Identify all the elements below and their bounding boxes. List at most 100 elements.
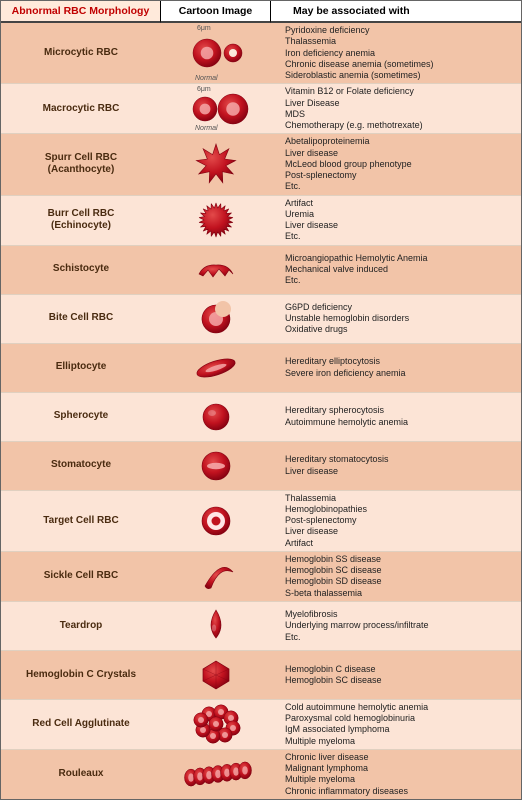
cartoon-image bbox=[161, 700, 271, 749]
cartoon-image bbox=[161, 750, 271, 799]
association-item: Etc. bbox=[285, 275, 301, 286]
association-item: Hemoglobin C disease bbox=[285, 664, 376, 675]
association-item: Post-splenectomy bbox=[285, 515, 357, 526]
associations: AbetalipoproteinemiaLiver diseaseMcLeod … bbox=[271, 134, 521, 194]
cartoon-image bbox=[161, 246, 271, 294]
cartoon-image bbox=[161, 393, 271, 441]
table-row: Red Cell AgglutinateCold autoimmune hemo… bbox=[1, 700, 521, 750]
association-item: MDS bbox=[285, 109, 305, 120]
table-row: Rouleaux Chronic liver diseaseMalignant l… bbox=[1, 750, 521, 799]
morphology-name: Stomatocyte bbox=[1, 442, 161, 490]
table-row: SpherocyteHereditary spherocytosisAutoim… bbox=[1, 393, 521, 442]
table-row: Hemoglobin C Crystals Hemoglobin C diseas… bbox=[1, 651, 521, 700]
association-item: Multiple myeloma bbox=[285, 774, 355, 785]
morphology-name: Target Cell RBC bbox=[1, 491, 161, 551]
morphology-name: Burr Cell RBC(Echinocyte) bbox=[1, 196, 161, 245]
table-row: Sickle Cell RBCHemoglobin SS diseaseHemo… bbox=[1, 552, 521, 602]
morphology-name: Schistocyte bbox=[1, 246, 161, 294]
associations: Microangiopathic Hemolytic AnemiaMechani… bbox=[271, 246, 521, 294]
cartoon-image bbox=[161, 134, 271, 194]
association-item: Uremia bbox=[285, 209, 314, 220]
morphology-name: Spurr Cell RBC(Acanthocyte) bbox=[1, 134, 161, 194]
table-row: Target Cell RBC ThalassemiaHemoglobinopat… bbox=[1, 491, 521, 552]
association-item: Mechanical valve induced bbox=[285, 264, 388, 275]
table-body: Microcytic RBC 6μm Normal Pyridoxine defici… bbox=[1, 23, 521, 799]
header-assoc: May be associated with bbox=[271, 1, 521, 23]
morphology-name: Bite Cell RBC bbox=[1, 295, 161, 343]
morphology-name: Microcytic RBC bbox=[1, 23, 161, 83]
association-item: Chronic disease anemia (sometimes) bbox=[285, 59, 434, 70]
association-item: Liver disease bbox=[285, 148, 338, 159]
association-item: Vitamin B12 or Folate deficiency bbox=[285, 86, 414, 97]
table-row: Elliptocyte Hereditary elliptocytosisSeve… bbox=[1, 344, 521, 393]
cartoon-image bbox=[161, 602, 271, 650]
association-item: Paroxysmal cold hemoglobinuria bbox=[285, 713, 415, 724]
associations: MyelofibrosisUnderlying marrow process/i… bbox=[271, 602, 521, 650]
table-row: Bite Cell RBC G6PD deficiencyUnstable hem… bbox=[1, 295, 521, 344]
table-row: Schistocyte Microangiopathic Hemolytic An… bbox=[1, 246, 521, 295]
scale-label: 6μm bbox=[197, 86, 211, 93]
association-item: Liver Disease bbox=[285, 98, 340, 109]
header-name: Abnormal RBC Morphology bbox=[1, 1, 161, 23]
association-item: Liver disease bbox=[285, 466, 338, 477]
association-item: Malignant lymphoma bbox=[285, 763, 368, 774]
association-item: S-beta thalassemia bbox=[285, 588, 362, 599]
association-item: Chronic inflammatory diseases bbox=[285, 786, 408, 797]
association-item: Hemoglobin SC disease bbox=[285, 675, 382, 686]
association-item: Etc. bbox=[285, 231, 301, 242]
table-header: Abnormal RBC Morphology Cartoon Image Ma… bbox=[1, 1, 521, 23]
associations: Chronic liver diseaseMalignant lymphomaM… bbox=[271, 750, 521, 799]
association-item: Hemoglobin SD disease bbox=[285, 576, 382, 587]
association-item: Etc. bbox=[285, 632, 301, 643]
association-item: Hemoglobin SS disease bbox=[285, 554, 381, 565]
association-item: Pyridoxine deficiency bbox=[285, 25, 370, 36]
association-item: Myelofibrosis bbox=[285, 609, 338, 620]
scale-label: 6μm bbox=[197, 25, 211, 32]
association-item: Hereditary stomatocytosis bbox=[285, 454, 389, 465]
cartoon-image bbox=[161, 491, 271, 551]
table-row: Macrocytic RBC 6μm Normal Vitamin B12 or Fo… bbox=[1, 84, 521, 134]
morphology-name: Rouleaux bbox=[1, 750, 161, 799]
association-item: Underlying marrow process/infiltrate bbox=[285, 620, 429, 631]
association-item: Hereditary elliptocytosis bbox=[285, 356, 380, 367]
association-item: Multiple myeloma bbox=[285, 736, 355, 747]
morphology-name: Macrocytic RBC bbox=[1, 84, 161, 133]
normal-label: Normal bbox=[195, 125, 218, 132]
rbc-morphology-table: Abnormal RBC Morphology Cartoon Image Ma… bbox=[0, 0, 522, 800]
association-item: Iron deficiency anemia bbox=[285, 48, 375, 59]
normal-label: Normal bbox=[195, 75, 218, 82]
morphology-name: Elliptocyte bbox=[1, 344, 161, 392]
morphology-name: Hemoglobin C Crystals bbox=[1, 651, 161, 699]
associations: Hemoglobin C diseaseHemoglobin SC diseas… bbox=[271, 651, 521, 699]
table-row: Stomatocyte Hereditary stomatocytosisLive… bbox=[1, 442, 521, 491]
cartoon-image bbox=[161, 552, 271, 601]
association-item: Oxidative drugs bbox=[285, 324, 348, 335]
cartoon-image bbox=[161, 295, 271, 343]
associations: G6PD deficiencyUnstable hemoglobin disor… bbox=[271, 295, 521, 343]
cartoon-image bbox=[161, 442, 271, 490]
cartoon-image bbox=[161, 196, 271, 245]
association-item: Liver disease bbox=[285, 220, 338, 231]
table-row: Microcytic RBC 6μm Normal Pyridoxine defici… bbox=[1, 23, 521, 84]
cartoon-image bbox=[161, 344, 271, 392]
association-item: Abetalipoproteinemia bbox=[285, 136, 370, 147]
association-item: Sideroblastic anemia (sometimes) bbox=[285, 70, 421, 81]
associations: ThalassemiaHemoglobinopathiesPost-splene… bbox=[271, 491, 521, 551]
cartoon-image: 6μm Normal bbox=[161, 23, 271, 83]
association-item: Unstable hemoglobin disorders bbox=[285, 313, 409, 324]
associations: Hereditary elliptocytosisSevere iron def… bbox=[271, 344, 521, 392]
association-item: IgM associated lymphoma bbox=[285, 724, 390, 735]
morphology-name: Sickle Cell RBC bbox=[1, 552, 161, 601]
associations: Cold autoimmune hemolytic anemiaParoxysm… bbox=[271, 700, 521, 749]
morphology-name: Teardrop bbox=[1, 602, 161, 650]
association-item: Severe iron deficiency anemia bbox=[285, 368, 406, 379]
association-item: Artifact bbox=[285, 198, 313, 209]
cartoon-image: 6μm Normal bbox=[161, 84, 271, 133]
associations: ArtifactUremiaLiver diseaseEtc. bbox=[271, 196, 521, 245]
associations: Hemoglobin SS diseaseHemoglobin SC disea… bbox=[271, 552, 521, 601]
association-item: Thalassemia bbox=[285, 493, 336, 504]
table-row: Teardrop MyelofibrosisUnderlying marrow p… bbox=[1, 602, 521, 651]
association-item: Chemotherapy (e.g. methotrexate) bbox=[285, 120, 423, 131]
association-item: McLeod blood group phenotype bbox=[285, 159, 412, 170]
morphology-name: Spherocyte bbox=[1, 393, 161, 441]
